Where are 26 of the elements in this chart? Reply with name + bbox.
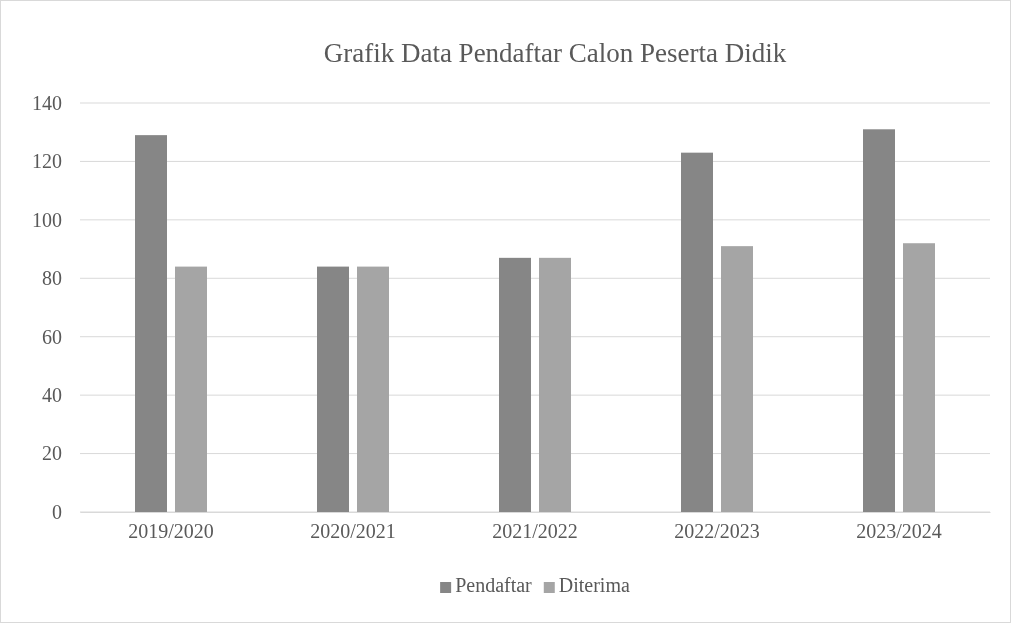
y-tick-label: 40 (42, 384, 62, 407)
y-tick-label: 80 (42, 267, 62, 290)
x-tick-label: 2022/2023 (674, 520, 760, 543)
legend-label: Diterima (558, 574, 630, 596)
bar (135, 135, 167, 512)
chart-title: Grafik Data Pendaftar Calon Peserta Didik (323, 38, 787, 68)
bar (903, 243, 935, 512)
bar (317, 266, 349, 512)
x-tick-label: 2020/2021 (310, 520, 396, 543)
x-tick-label: 2021/2022 (492, 520, 578, 543)
bar (681, 152, 713, 512)
y-tick-label: 0 (52, 500, 62, 523)
x-tick-label: 2023/2024 (856, 520, 942, 543)
y-tick-label: 140 (32, 91, 62, 114)
y-tick-label: 60 (42, 325, 62, 348)
x-tick-label: 2019/2020 (128, 520, 214, 543)
bar (863, 129, 895, 512)
y-tick-label: 100 (32, 208, 62, 231)
bar (357, 266, 389, 512)
legend-label: Pendaftar (455, 574, 533, 596)
y-tick-label: 120 (32, 150, 62, 173)
y-tick-label: 20 (42, 442, 62, 465)
bar (539, 257, 571, 512)
bar (721, 246, 753, 512)
bar (175, 266, 207, 512)
bar (499, 257, 531, 512)
